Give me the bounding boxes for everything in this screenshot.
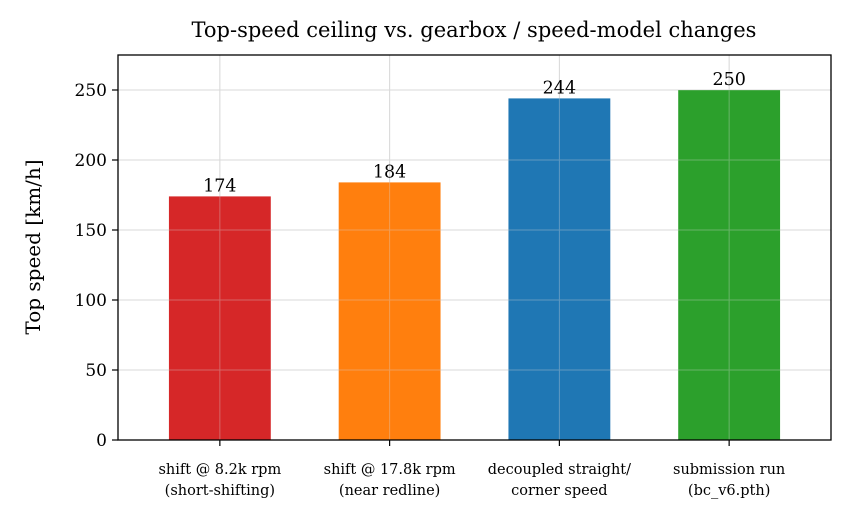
bar-value-label: 244 <box>543 78 576 98</box>
y-tick-label: 200 <box>75 151 107 171</box>
y-tick-label: 150 <box>75 221 107 241</box>
plot-area-frame <box>117 54 832 441</box>
x-tick-label: corner speed <box>511 483 607 499</box>
x-axis-ticks: shift @ 8.2k rpm (short-shifting) shift @ … <box>158 440 785 499</box>
x-tick-label: decoupled straight/ <box>488 462 631 478</box>
y-tick-label: 250 <box>75 81 107 101</box>
bar <box>678 90 781 440</box>
bar <box>338 182 441 440</box>
bar-value-label: 250 <box>712 70 745 90</box>
x-tick-label: submission run <box>673 462 785 478</box>
y-axis-ticks: 0 50 100 150 200 250 <box>75 81 118 451</box>
y-tick-label: 100 <box>75 291 107 311</box>
y-tick-label: 0 <box>96 431 107 451</box>
bar <box>168 196 271 440</box>
bars <box>168 90 781 441</box>
x-tick-label: shift @ 17.8k rpm <box>324 462 456 478</box>
y-tick-label: 50 <box>85 361 107 381</box>
y-axis-label: Top speed [km/h] <box>21 159 45 334</box>
x-tick-label: (near redline) <box>339 483 440 499</box>
chart-title: Top-speed ceiling vs. gearbox / speed-mo… <box>192 18 757 42</box>
x-tick-label: (short-shifting) <box>165 483 275 499</box>
bar <box>508 98 611 441</box>
x-tick-label: shift @ 8.2k rpm <box>158 462 281 478</box>
bar-value-label: 174 <box>203 176 236 196</box>
bar-value-label: 184 <box>373 162 406 182</box>
data-labels: 174 184 244 250 <box>203 70 746 196</box>
x-tick-label: (bc_v6.pth) <box>688 483 770 499</box>
